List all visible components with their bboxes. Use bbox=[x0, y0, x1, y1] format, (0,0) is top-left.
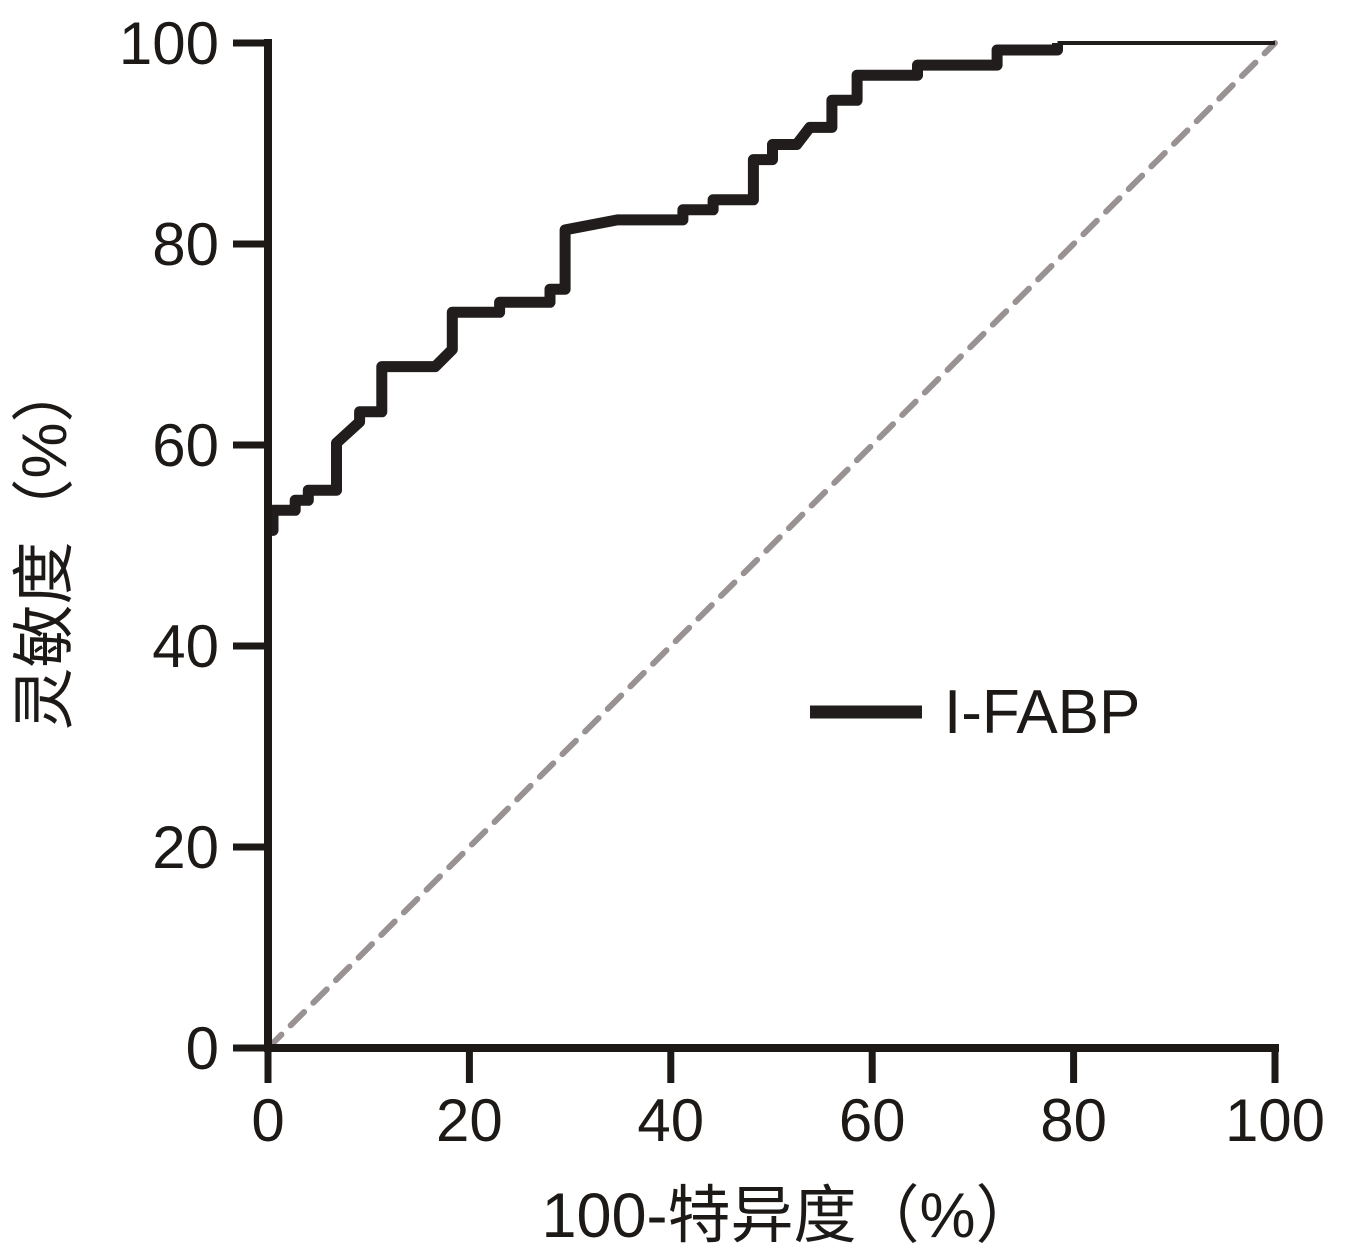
x-ticks: 0 20 40 60 80 100 bbox=[251, 1048, 1325, 1154]
roc-curve bbox=[267, 43, 1063, 536]
legend-label: I-FABP bbox=[944, 678, 1140, 747]
x-axis: 0 20 40 60 80 100 bbox=[251, 1044, 1325, 1154]
y-ticks: 0 20 40 60 80 100 bbox=[119, 10, 268, 1082]
y-tick-label: 80 bbox=[152, 211, 219, 278]
reference-line bbox=[265, 40, 1278, 1051]
x-tick-label: 80 bbox=[1040, 1087, 1107, 1154]
y-tick-label: 20 bbox=[152, 814, 219, 881]
y-tick-label: 60 bbox=[152, 412, 219, 479]
x-tick-label: 40 bbox=[637, 1087, 704, 1154]
y-tick-label: 0 bbox=[186, 1015, 219, 1082]
x-tick-label: 20 bbox=[436, 1087, 503, 1154]
y-axis-title: 灵敏度（%） bbox=[10, 359, 80, 730]
legend: I-FABP bbox=[810, 678, 1140, 747]
y-tick-label: 100 bbox=[119, 10, 219, 77]
x-tick-label: 60 bbox=[839, 1087, 906, 1154]
x-tick-label: 0 bbox=[251, 1087, 284, 1154]
x-tick-label: 100 bbox=[1225, 1087, 1325, 1154]
y-axis: 0 20 40 60 80 100 bbox=[119, 10, 272, 1082]
y-tick-label: 40 bbox=[152, 613, 219, 680]
x-axis-title: 100-特异度（%） bbox=[541, 1181, 1038, 1251]
